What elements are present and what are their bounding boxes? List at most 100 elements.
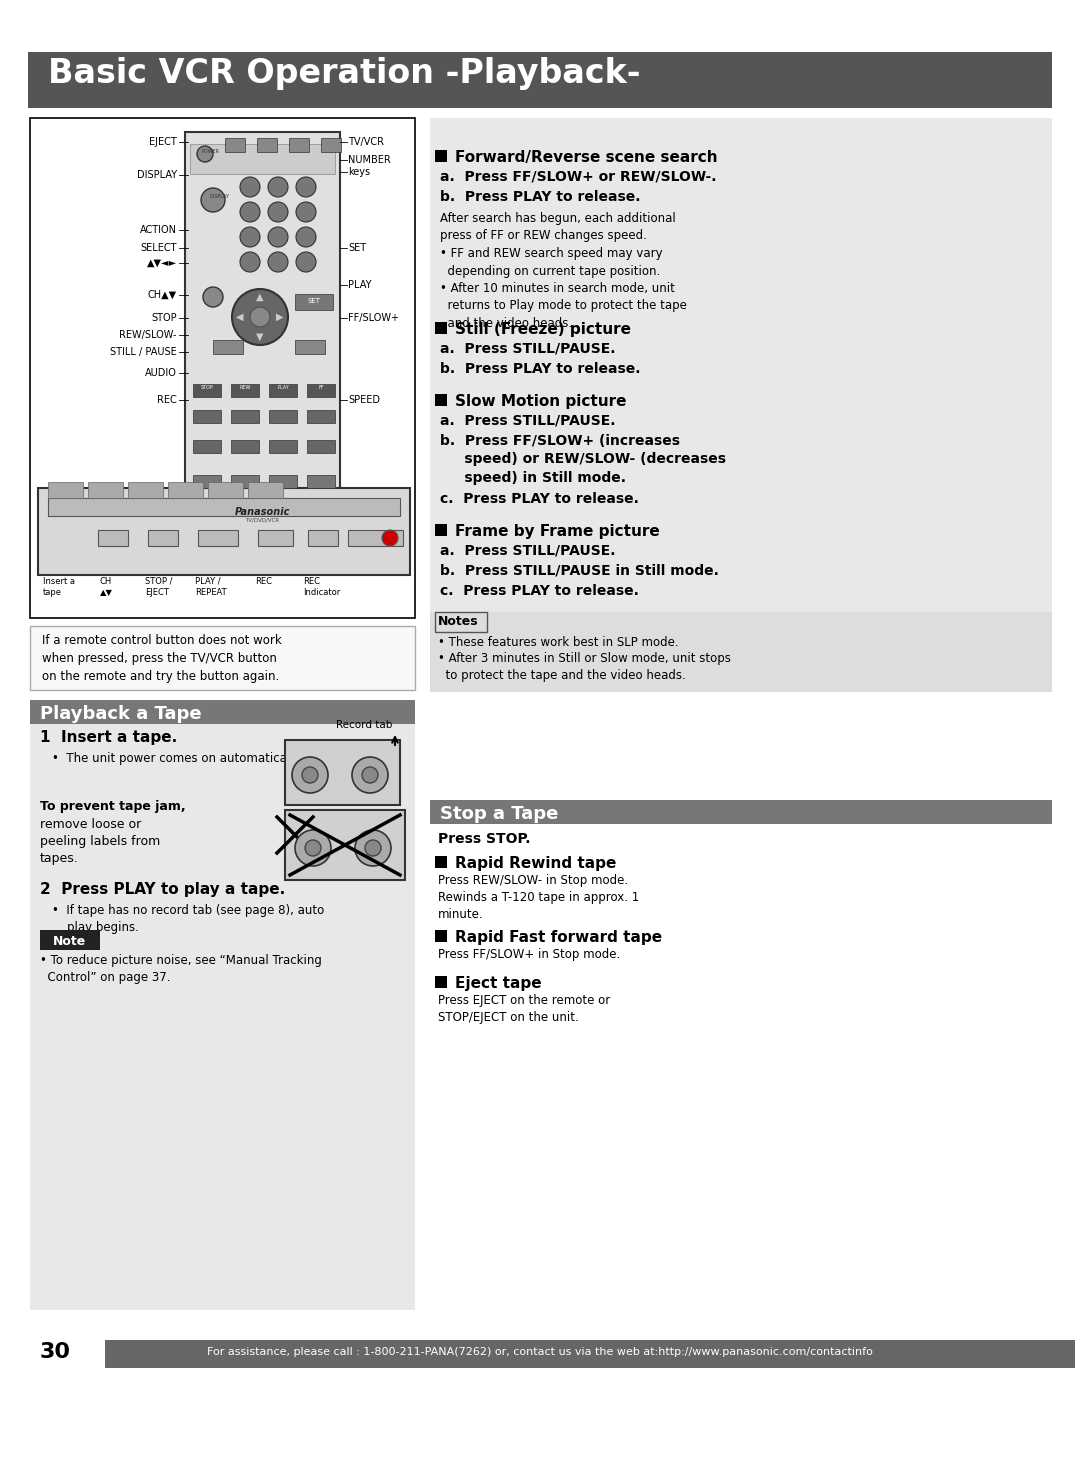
Circle shape: [295, 830, 330, 867]
Text: • After 3 minutes in Still or Slow mode, unit stops
  to protect the tape and th: • After 3 minutes in Still or Slow mode,…: [438, 651, 731, 682]
Bar: [295, 294, 333, 310]
Text: STOP: STOP: [151, 313, 177, 324]
Circle shape: [268, 177, 288, 198]
Bar: [38, 488, 410, 575]
Text: Note: Note: [53, 935, 86, 949]
Text: Press EJECT on the remote or
STOP/EJECT on the unit.: Press EJECT on the remote or STOP/EJECT …: [438, 994, 610, 1023]
Circle shape: [240, 202, 260, 223]
Text: Eject tape: Eject tape: [455, 976, 542, 991]
Text: Slow Motion picture: Slow Motion picture: [455, 394, 626, 408]
Text: Panasonic: Panasonic: [234, 507, 289, 517]
Text: a.  Press FF/SLOW+ or REW/SLOW-.: a. Press FF/SLOW+ or REW/SLOW-.: [440, 170, 716, 184]
Text: a.  Press STILL/PAUSE.: a. Press STILL/PAUSE.: [440, 545, 616, 558]
Bar: [213, 340, 243, 354]
Circle shape: [296, 227, 316, 247]
Bar: [225, 138, 245, 152]
Text: POWER: POWER: [201, 149, 219, 154]
Text: b.  Press PLAY to release.: b. Press PLAY to release.: [440, 190, 640, 203]
Bar: [307, 384, 335, 397]
Bar: [435, 856, 447, 868]
Circle shape: [365, 840, 381, 856]
Bar: [129, 482, 163, 498]
Text: CH
▲▼: CH ▲▼: [100, 577, 113, 597]
Bar: [198, 530, 238, 546]
Text: After search has begun, each additional
press of FF or REW changes speed.
• FF a: After search has begun, each additional …: [440, 212, 687, 329]
Text: Record tab: Record tab: [336, 720, 392, 731]
Text: 1  Insert a tape.: 1 Insert a tape.: [40, 731, 177, 745]
Text: PLAY: PLAY: [278, 385, 288, 389]
Bar: [321, 138, 341, 152]
Circle shape: [201, 187, 225, 212]
Bar: [348, 530, 403, 546]
Text: SET: SET: [348, 243, 366, 253]
Text: Press FF/SLOW+ in Stop mode.: Press FF/SLOW+ in Stop mode.: [438, 949, 620, 960]
Text: TV/DVD/VCR: TV/DVD/VCR: [245, 518, 279, 523]
Text: a.  Press STILL/PAUSE.: a. Press STILL/PAUSE.: [440, 414, 616, 427]
Bar: [435, 930, 447, 941]
Bar: [435, 976, 447, 988]
Bar: [258, 530, 293, 546]
Circle shape: [292, 757, 328, 793]
Text: SPEED: SPEED: [348, 395, 380, 406]
Bar: [308, 530, 338, 546]
Circle shape: [352, 757, 388, 793]
Bar: [105, 1340, 1075, 1367]
Circle shape: [268, 252, 288, 272]
Circle shape: [203, 287, 222, 307]
Text: c.  Press PLAY to release.: c. Press PLAY to release.: [440, 584, 639, 597]
Text: TV/VCR: TV/VCR: [348, 138, 384, 146]
Text: FF/SLOW+: FF/SLOW+: [348, 313, 399, 324]
Bar: [295, 340, 325, 354]
Text: b.  Press PLAY to release.: b. Press PLAY to release.: [440, 362, 640, 376]
Text: ▶: ▶: [276, 312, 284, 322]
Bar: [231, 384, 259, 397]
Circle shape: [240, 227, 260, 247]
Text: Still (Freeze) picture: Still (Freeze) picture: [455, 322, 631, 337]
Text: STOP /
EJECT: STOP / EJECT: [145, 577, 173, 597]
Circle shape: [268, 227, 288, 247]
Text: remove loose or
peeling labels from
tapes.: remove loose or peeling labels from tape…: [40, 818, 160, 865]
Bar: [269, 410, 297, 423]
Bar: [168, 482, 203, 498]
Bar: [269, 441, 297, 452]
Text: SET: SET: [308, 299, 321, 305]
Text: •  The unit power comes on automatically.: • The unit power comes on automatically.: [52, 752, 302, 766]
Text: PLAY: PLAY: [348, 280, 372, 290]
Text: Playback a Tape: Playback a Tape: [40, 706, 202, 723]
Circle shape: [268, 202, 288, 223]
Text: Frame by Frame picture: Frame by Frame picture: [455, 524, 660, 539]
Text: ▲▼◄►: ▲▼◄►: [147, 258, 177, 268]
Text: PLAY /
REPEAT: PLAY / REPEAT: [195, 577, 227, 597]
Bar: [430, 612, 1052, 692]
Circle shape: [296, 202, 316, 223]
Bar: [48, 498, 400, 515]
Bar: [193, 384, 221, 397]
Text: c.  Press PLAY to release.: c. Press PLAY to release.: [440, 492, 639, 507]
Bar: [269, 384, 297, 397]
Text: Stop a Tape: Stop a Tape: [440, 805, 558, 823]
Bar: [193, 441, 221, 452]
Text: ACTION: ACTION: [140, 225, 177, 236]
Text: 30: 30: [40, 1342, 70, 1362]
Text: AUDIO: AUDIO: [145, 367, 177, 378]
Text: ▲: ▲: [256, 291, 264, 302]
Circle shape: [240, 177, 260, 198]
Bar: [87, 482, 123, 498]
Text: 2  Press PLAY to play a tape.: 2 Press PLAY to play a tape.: [40, 881, 285, 897]
Circle shape: [362, 767, 378, 783]
Text: If a remote control button does not work
when pressed, press the TV/VCR button
o: If a remote control button does not work…: [42, 634, 282, 684]
Bar: [430, 119, 1052, 619]
Text: STOP: STOP: [201, 385, 214, 389]
Bar: [307, 410, 335, 423]
Text: Press REW/SLOW- in Stop mode.
Rewinds a T-120 tape in approx. 1
minute.: Press REW/SLOW- in Stop mode. Rewinds a …: [438, 874, 639, 921]
Circle shape: [382, 530, 399, 546]
Text: FF: FF: [319, 385, 324, 389]
Text: •  If tape has no record tab (see page 8), auto
    play begins.: • If tape has no record tab (see page 8)…: [52, 903, 324, 934]
Text: NUMBER: NUMBER: [348, 155, 391, 165]
Text: SELECT: SELECT: [140, 243, 177, 253]
Bar: [98, 530, 129, 546]
Bar: [190, 143, 335, 174]
Bar: [435, 612, 487, 632]
Circle shape: [197, 146, 213, 163]
Text: STILL / PAUSE: STILL / PAUSE: [110, 347, 177, 357]
